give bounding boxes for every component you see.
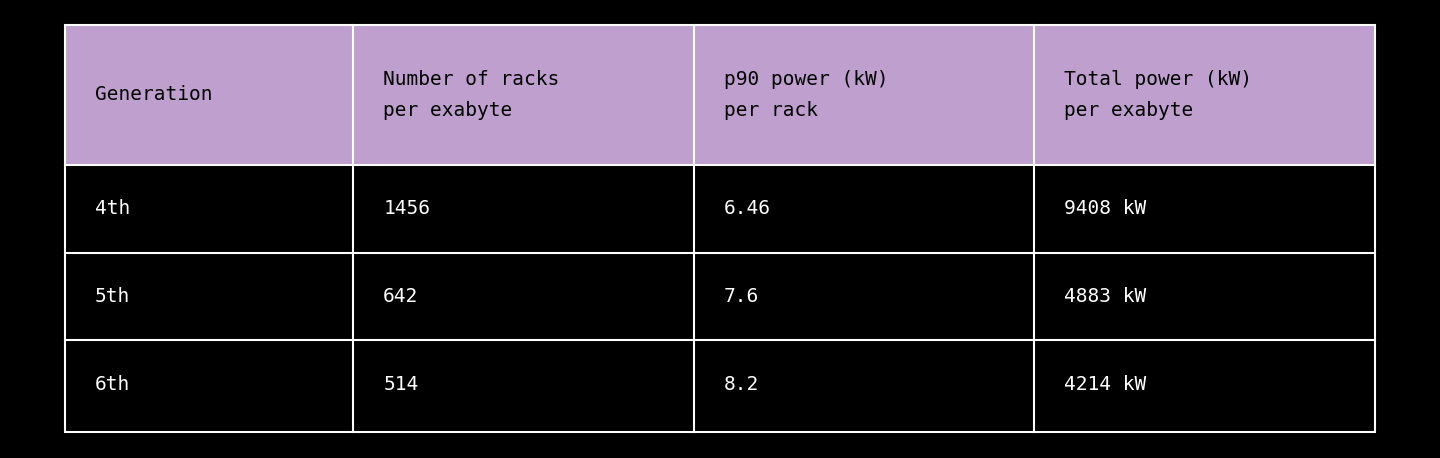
Text: 6.46: 6.46: [724, 200, 770, 218]
Text: Total power (kW)
per exabyte: Total power (kW) per exabyte: [1064, 70, 1253, 120]
Bar: [65, 340, 1375, 428]
Bar: [65, 165, 1375, 253]
Text: Number of racks
per exabyte: Number of racks per exabyte: [383, 70, 560, 120]
Text: 1456: 1456: [383, 200, 431, 218]
Text: 514: 514: [383, 375, 419, 393]
Text: 7.6: 7.6: [724, 287, 759, 306]
Text: 4214 kW: 4214 kW: [1064, 375, 1146, 393]
Bar: [65, 25, 1375, 165]
Text: 4883 kW: 4883 kW: [1064, 287, 1146, 306]
Text: 4th: 4th: [95, 200, 130, 218]
Bar: [65, 253, 1375, 340]
Text: 6th: 6th: [95, 375, 130, 393]
Text: 642: 642: [383, 287, 419, 306]
Text: 8.2: 8.2: [724, 375, 759, 393]
Text: 9408 kW: 9408 kW: [1064, 200, 1146, 218]
Text: Generation: Generation: [95, 86, 213, 104]
Text: p90 power (kW)
per rack: p90 power (kW) per rack: [724, 70, 888, 120]
Bar: [65, 25, 1375, 432]
Text: 5th: 5th: [95, 287, 130, 306]
